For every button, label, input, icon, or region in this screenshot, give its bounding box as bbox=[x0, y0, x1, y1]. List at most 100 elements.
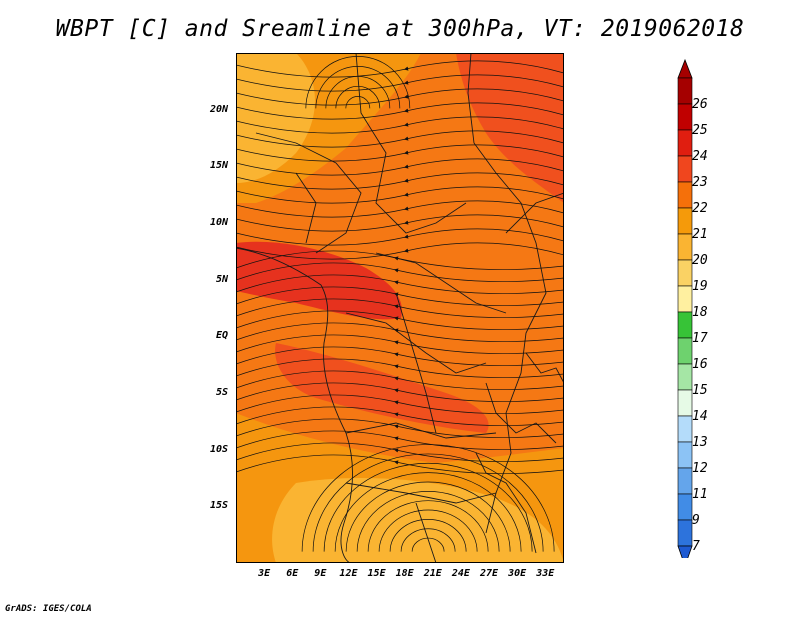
colorbar-swatch bbox=[677, 103, 693, 131]
wbpt-region-north-21c bbox=[236, 53, 315, 183]
lon-label: 24E bbox=[451, 568, 470, 579]
wbpt-region-central-22c bbox=[275, 343, 489, 433]
streamline bbox=[236, 298, 564, 318]
streamline bbox=[236, 186, 564, 204]
streamline bbox=[236, 454, 564, 474]
streamline bbox=[236, 228, 564, 246]
streamline bbox=[323, 463, 533, 552]
colorbar-swatch bbox=[677, 259, 693, 287]
colorbar-swatch bbox=[677, 519, 693, 547]
streamline bbox=[236, 116, 564, 134]
streamline bbox=[236, 242, 564, 260]
lon-label: 3E bbox=[258, 568, 271, 579]
lon-label: 6E bbox=[286, 568, 299, 579]
streamline bbox=[305, 55, 411, 109]
streamline bbox=[236, 394, 564, 414]
colorbar-label: 14 bbox=[692, 409, 708, 424]
lon-label: 21E bbox=[423, 568, 442, 579]
lon-label: 12E bbox=[339, 568, 358, 579]
colorbar-label: 7 bbox=[692, 539, 700, 554]
colorbar-swatch bbox=[677, 441, 693, 469]
colorbar-swatch bbox=[677, 155, 693, 183]
streamline bbox=[236, 130, 564, 148]
streamline bbox=[236, 144, 564, 162]
lon-label: 27E bbox=[479, 568, 499, 579]
streamline bbox=[236, 60, 564, 78]
colorbar-label: 24 bbox=[692, 149, 708, 164]
map-title: WBPT [C] and Sreamline at 300hPa, VT: 20… bbox=[55, 16, 745, 42]
streamline bbox=[236, 382, 564, 402]
streamline bbox=[378, 509, 478, 552]
colorbar-label: 19 bbox=[692, 279, 708, 294]
colorbar-swatch bbox=[677, 181, 693, 209]
colorbar-swatch bbox=[677, 467, 693, 495]
streamline bbox=[236, 406, 564, 426]
streamline bbox=[236, 430, 564, 450]
colorbar-label: 22 bbox=[692, 201, 708, 216]
streamline bbox=[236, 286, 564, 306]
colorbar-swatch bbox=[677, 493, 693, 521]
streamline bbox=[236, 274, 564, 294]
lon-label: 30E bbox=[508, 568, 527, 579]
colorbar-swatch bbox=[677, 129, 693, 157]
streamline bbox=[236, 88, 564, 106]
streamline bbox=[236, 442, 564, 462]
colorbar-label: 26 bbox=[692, 97, 708, 112]
colorbar-swatch bbox=[677, 311, 693, 339]
lat-label: 20N bbox=[209, 103, 228, 115]
streamline bbox=[236, 334, 564, 354]
map-canvas bbox=[236, 53, 564, 563]
streamline bbox=[400, 528, 456, 552]
colorbar-top-arrow bbox=[677, 58, 693, 79]
lon-label: 18E bbox=[395, 568, 414, 579]
wbpt-region-northeast-24c bbox=[456, 53, 564, 203]
colorbar-label: 13 bbox=[692, 435, 708, 450]
streamline bbox=[236, 250, 564, 270]
lat-label: EQ bbox=[215, 330, 228, 342]
streamline bbox=[312, 453, 544, 552]
grads-credit: GrADS: IGES/COLA bbox=[5, 604, 92, 614]
colorbar-swatch bbox=[677, 207, 693, 235]
lat-label: 15N bbox=[209, 160, 228, 172]
colorbar-label: 17 bbox=[692, 331, 708, 346]
lon-label: 33E bbox=[536, 568, 555, 579]
streamline bbox=[356, 490, 500, 552]
streamline bbox=[345, 95, 371, 109]
streamline bbox=[334, 472, 522, 552]
colorbar-swatch bbox=[677, 363, 693, 391]
lat-label: 5N bbox=[215, 273, 228, 285]
streamline bbox=[236, 262, 564, 282]
streamline bbox=[236, 102, 564, 120]
lon-label: 9E bbox=[314, 568, 327, 579]
streamline bbox=[236, 214, 564, 232]
colorbar-label: 25 bbox=[692, 123, 708, 138]
streamline bbox=[236, 158, 564, 176]
colorbar-label: 9 bbox=[692, 513, 700, 528]
colorbar-label: 21 bbox=[692, 227, 708, 242]
streamline bbox=[236, 418, 564, 438]
colorbar-swatch bbox=[677, 337, 693, 365]
colorbar-bottom-arrow bbox=[677, 545, 693, 558]
streamline bbox=[411, 537, 445, 552]
colorbar-swatch bbox=[677, 77, 693, 105]
streamline bbox=[236, 172, 564, 190]
streamline bbox=[236, 358, 564, 378]
lat-label: 10N bbox=[209, 217, 228, 228]
colorbar-swatch bbox=[677, 389, 693, 417]
colorbar-swatches bbox=[677, 58, 693, 558]
streamline bbox=[345, 481, 511, 552]
streamline bbox=[236, 310, 564, 330]
colorbar-label: 11 bbox=[692, 487, 708, 502]
streamline bbox=[325, 75, 391, 109]
colorbar-swatch bbox=[677, 285, 693, 313]
lat-label: 5S bbox=[215, 387, 228, 398]
lat-label: 10S bbox=[209, 443, 228, 455]
map-panel bbox=[236, 53, 564, 563]
streamline bbox=[236, 322, 564, 342]
lat-label: 15S bbox=[209, 500, 228, 512]
colorbar-swatch bbox=[677, 233, 693, 261]
lon-label: 15E bbox=[367, 568, 386, 579]
colorbar-label: 18 bbox=[692, 305, 708, 320]
streamline bbox=[335, 85, 381, 109]
colorbar-swatch bbox=[677, 415, 693, 443]
